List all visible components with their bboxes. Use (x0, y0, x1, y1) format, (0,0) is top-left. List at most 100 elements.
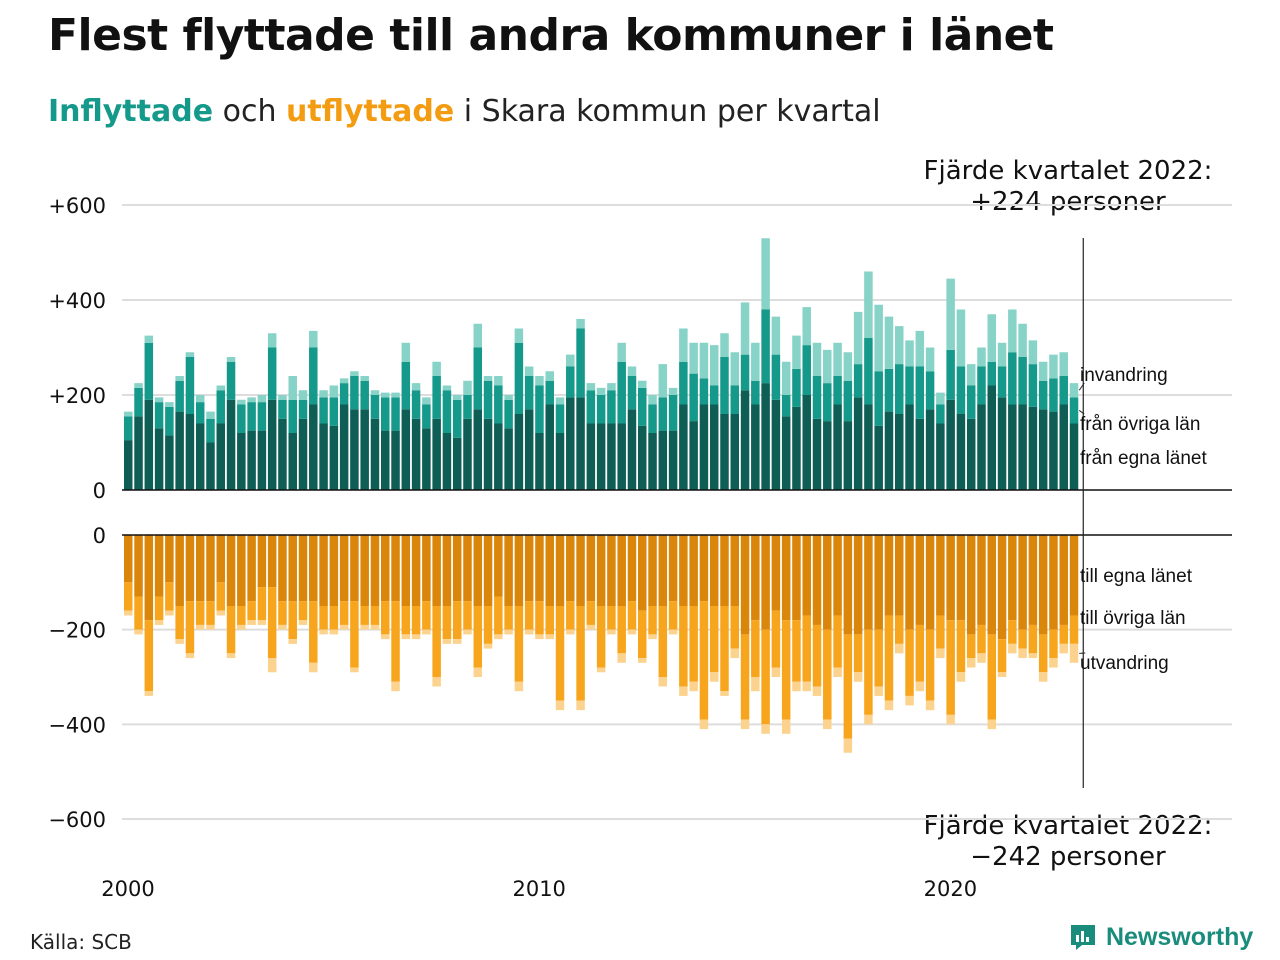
bar-out-0 (463, 535, 472, 602)
annotation-bottom-line2: −242 personer (970, 842, 1166, 872)
bar-out-2 (124, 610, 133, 616)
bar-out-1 (1038, 634, 1048, 673)
bar-out-1 (936, 615, 945, 649)
bar-out-2 (432, 677, 441, 687)
bar-in-0 (504, 428, 513, 490)
bar-in-0 (391, 430, 400, 490)
bar-out-1 (329, 606, 339, 630)
bar-in-0 (298, 418, 308, 490)
bar-in-0 (1008, 404, 1017, 490)
bar-in-2 (339, 378, 349, 384)
bar-in-1 (422, 404, 431, 429)
bar-in-0 (514, 414, 524, 490)
bar-in-1 (463, 395, 472, 419)
bar-out-2 (781, 719, 791, 734)
bar-out-2 (483, 643, 493, 649)
y-tick-label-bottom: −400 (48, 713, 106, 737)
bar-in-2 (925, 347, 935, 372)
bar-in-2 (391, 392, 400, 398)
bar-out-0 (401, 535, 411, 606)
y-tick-label-bottom: −200 (48, 619, 106, 643)
bar-out-1 (833, 615, 842, 668)
subtitle-connector: och (213, 94, 286, 129)
bar-out-0 (956, 535, 966, 621)
bar-out-0 (730, 535, 740, 606)
bar-out-1 (339, 601, 349, 625)
bar-out-2 (977, 653, 986, 663)
bar-in-2 (1008, 309, 1017, 353)
bar-in-1 (668, 395, 678, 431)
bar-out-0 (494, 535, 503, 597)
bar-out-2 (278, 624, 287, 630)
bar-out-1 (679, 606, 688, 687)
bar-in-1 (391, 397, 400, 431)
bar-in-0 (535, 433, 544, 490)
bar-out-2 (1038, 672, 1048, 682)
bar-out-0 (596, 535, 606, 606)
bar-in-1 (607, 390, 616, 424)
bar-in-1 (977, 366, 986, 405)
bar-in-1 (1038, 380, 1048, 410)
bar-out-2 (586, 624, 596, 630)
bar-out-0 (267, 535, 277, 588)
bar-out-0 (185, 535, 195, 602)
bar-out-1 (761, 629, 770, 725)
bar-in-0 (576, 397, 585, 490)
bar-in-0 (524, 409, 534, 490)
bar-in-2 (812, 342, 822, 376)
bar-out-1 (165, 582, 174, 611)
bar-out-0 (864, 535, 873, 630)
bar-out-2 (699, 719, 709, 730)
bar-in-0 (175, 411, 184, 490)
bar-out-1 (381, 601, 390, 635)
bar-in-1 (925, 371, 935, 410)
bar-in-1 (195, 402, 205, 424)
label-leader-in (1078, 382, 1085, 391)
bar-in-0 (124, 440, 133, 490)
bar-out-1 (473, 606, 483, 668)
bar-out-1 (648, 606, 657, 635)
bar-out-0 (668, 535, 678, 602)
bar-in-0 (874, 425, 883, 490)
bar-out-2 (925, 700, 935, 711)
bar-out-1 (422, 601, 431, 630)
bar-out-0 (452, 535, 462, 602)
bar-out-1 (1049, 629, 1058, 659)
bar-in-1 (905, 366, 914, 405)
bar-out-0 (144, 535, 154, 621)
bar-out-1 (576, 606, 585, 701)
bar-out-2 (247, 620, 256, 625)
bar-in-2 (267, 333, 277, 348)
bar-in-1 (545, 380, 554, 405)
bar-out-2 (596, 667, 606, 673)
bar-out-0 (1069, 535, 1079, 616)
bar-in-1 (442, 390, 452, 433)
bar-out-0 (966, 535, 976, 635)
bar-in-2 (771, 316, 781, 355)
bar-in-2 (987, 314, 997, 362)
bar-out-1 (257, 587, 267, 621)
bar-in-1 (966, 385, 976, 419)
bar-out-2 (524, 629, 534, 635)
bar-in-2 (638, 380, 647, 388)
y-tick-label-top: +600 (48, 194, 106, 218)
bar-out-2 (997, 672, 1007, 677)
bar-out-1 (545, 606, 554, 635)
bar-out-2 (761, 724, 770, 734)
bar-out-1 (226, 606, 236, 654)
bar-out-2 (391, 681, 400, 692)
bar-in-1 (843, 380, 853, 422)
bar-in-0 (761, 383, 770, 490)
bar-out-1 (566, 601, 575, 630)
bar-out-2 (566, 629, 575, 635)
bar-out-1 (740, 634, 750, 720)
bar-in-2 (617, 342, 626, 362)
bar-in-2 (915, 330, 925, 367)
bar-out-0 (833, 535, 842, 616)
bar-out-2 (627, 629, 637, 635)
bar-out-0 (802, 535, 811, 616)
bar-in-1 (997, 366, 1007, 398)
bar-out-0 (257, 535, 267, 588)
bar-in-0 (966, 418, 976, 490)
bar-in-2 (144, 335, 154, 343)
